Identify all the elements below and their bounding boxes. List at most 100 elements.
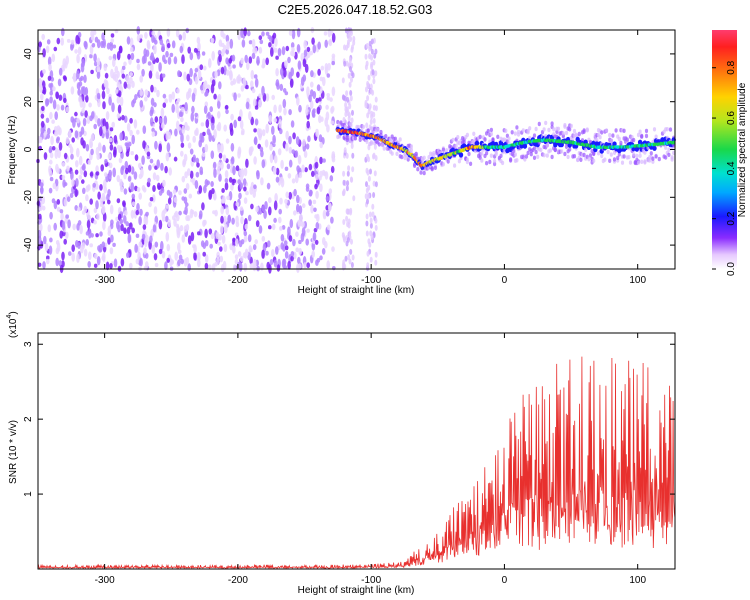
track-halo (512, 148, 516, 154)
noise-speck (198, 185, 203, 194)
noise-speck (221, 48, 225, 57)
noise-speck (92, 182, 96, 188)
noise-speck (235, 202, 240, 207)
noise-speck (106, 87, 110, 95)
noise-speck (295, 247, 300, 253)
noise-speck (324, 117, 329, 127)
noise-speck (154, 39, 158, 45)
noise-speck (38, 41, 42, 48)
noise-speck (46, 255, 50, 260)
noise-speck (253, 184, 257, 190)
noise-speck (112, 167, 116, 178)
noise-speck (296, 96, 300, 106)
noise-speck (165, 204, 169, 209)
track-halo (544, 120, 548, 126)
noise-speck (251, 52, 256, 60)
track-halo (485, 161, 489, 166)
noise-speck (370, 113, 374, 120)
noise-speck (261, 205, 266, 213)
noise-speck (178, 190, 182, 196)
noise-speck (298, 247, 303, 256)
noise-speck (197, 231, 201, 236)
noise-speck (169, 52, 174, 58)
noise-speck (265, 93, 270, 102)
noise-speck (39, 182, 44, 188)
noise-speck (309, 189, 313, 196)
noise-speck (148, 164, 152, 171)
noise-speck (217, 111, 221, 119)
noise-speck (324, 63, 329, 71)
noise-speck (127, 53, 131, 60)
noise-speck (365, 122, 369, 129)
noise-speck (225, 138, 230, 144)
noise-speck (371, 211, 375, 218)
noise-speck (70, 39, 75, 45)
noise-speck (256, 59, 260, 65)
noise-speck (77, 46, 82, 55)
noise-speck (103, 172, 108, 177)
noise-speck (44, 242, 49, 252)
noise-speck (113, 134, 118, 144)
track-halo (638, 129, 642, 134)
noise-speck (158, 219, 163, 230)
noise-speck (291, 178, 296, 184)
noise-speck (131, 227, 135, 234)
noise-speck (251, 88, 256, 94)
noise-speck (184, 205, 188, 216)
noise-speck (52, 182, 57, 190)
noise-speck (179, 45, 184, 54)
noise-speck (116, 51, 121, 61)
track-halo (499, 153, 503, 159)
noise-speck (156, 74, 160, 80)
noise-speck (141, 155, 145, 165)
noise-speck (285, 142, 289, 152)
noise-speck (364, 64, 368, 71)
noise-speck (204, 240, 209, 247)
track-halo (542, 127, 546, 132)
noise-speck (202, 251, 206, 257)
noise-speck (187, 235, 192, 245)
noise-speck (108, 162, 113, 169)
noise-speck (62, 58, 66, 69)
noise-speck (154, 140, 158, 150)
noise-speck (89, 44, 94, 55)
snr-x-tick-label: -200 (228, 575, 248, 586)
noise-speck (152, 185, 156, 192)
noise-speck (319, 255, 323, 261)
noise-speck (166, 142, 171, 153)
track-halo (390, 151, 394, 156)
noise-speck (160, 107, 165, 118)
noise-speck (226, 163, 231, 170)
noise-speck (126, 122, 131, 132)
noise-speck (349, 90, 353, 96)
noise-speck (346, 180, 350, 187)
noise-speck (213, 93, 217, 100)
track-halo (456, 135, 460, 140)
colorbar-tick-label: 0.2 (726, 211, 737, 225)
noise-speck (279, 83, 284, 91)
noise-speck (186, 73, 191, 82)
noise-speck (342, 170, 346, 177)
noise-speck (346, 106, 349, 113)
noise-speck (109, 144, 114, 151)
track-halo (577, 131, 581, 137)
noise-speck (273, 259, 278, 268)
noise-speck (170, 259, 174, 265)
spectrogram-x-tick-label: -100 (361, 275, 381, 286)
track-halo (491, 137, 495, 142)
noise-speck (315, 222, 320, 230)
spectrogram-x-tick-label: 100 (629, 275, 646, 286)
noise-speck (250, 80, 254, 88)
noise-speck (221, 188, 225, 193)
track-halo (427, 155, 431, 160)
noise-speck (182, 31, 186, 41)
track-halo (654, 134, 658, 139)
noise-speck (127, 175, 132, 182)
noise-speck (232, 178, 237, 184)
spectrogram-x-tick-label: -300 (95, 275, 115, 286)
noise-speck (103, 179, 107, 190)
noise-speck (239, 206, 244, 211)
noise-speck (220, 161, 224, 170)
noise-speck (107, 174, 112, 182)
noise-speck (271, 94, 276, 100)
